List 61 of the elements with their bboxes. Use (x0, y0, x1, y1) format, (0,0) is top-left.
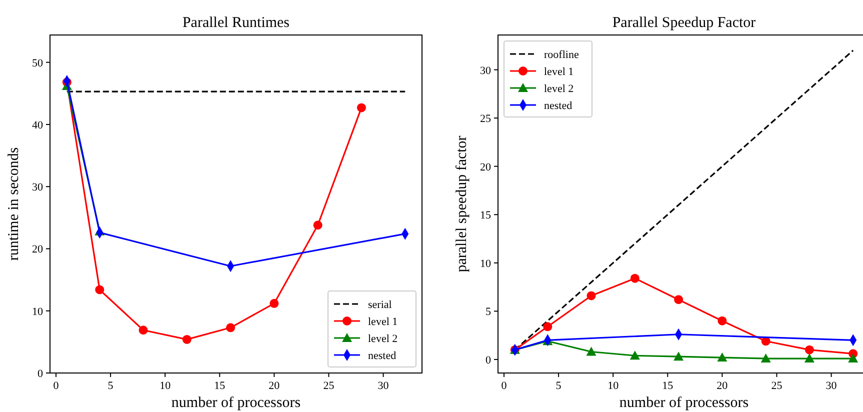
legend-label: nested (368, 350, 397, 362)
x-tick-label: 15 (214, 380, 226, 392)
point (313, 220, 322, 230)
legend-label: level 1 (544, 66, 574, 78)
x-tick-label: 10 (608, 380, 620, 392)
y-tick-label: 30 (32, 182, 44, 194)
y-tick-label: 20 (480, 161, 492, 174)
point (760, 354, 771, 363)
x-tick-label: 30 (826, 380, 838, 392)
x-tick-label: 30 (378, 380, 390, 392)
point (630, 274, 640, 283)
x-axis-title: number of processors (171, 395, 301, 411)
y-tick-label: 5 (486, 306, 492, 318)
x-tick-label: 25 (323, 380, 335, 392)
point (804, 354, 814, 363)
y-tick-label: 20 (32, 244, 44, 256)
point (804, 345, 814, 354)
x-tick-label: 5 (556, 380, 562, 392)
x-tick-label: 20 (716, 380, 728, 392)
x-tick-label: 25 (771, 380, 783, 392)
point (586, 291, 596, 300)
point (718, 316, 727, 326)
legend-label: serial (368, 299, 392, 311)
point (674, 352, 684, 361)
chart-title: Parallel Speedup Factor (612, 15, 756, 31)
point (630, 350, 640, 360)
legend-label: level 1 (368, 316, 398, 328)
point (270, 298, 279, 308)
y-tick-label: 50 (32, 57, 44, 70)
point (717, 352, 728, 362)
y-tick-label: 15 (480, 210, 492, 222)
y-tick-label: 0 (38, 368, 44, 380)
point (138, 326, 148, 335)
legend-label: level 2 (368, 333, 398, 345)
legend-label: level 2 (544, 83, 574, 95)
x-tick-label: 10 (160, 380, 172, 392)
y-tick-label: 30 (480, 64, 492, 77)
x-tick-label: 5 (108, 380, 114, 392)
y-tick-label: 10 (480, 258, 492, 270)
y-tick-label: 10 (32, 306, 44, 318)
point (674, 295, 684, 304)
point (543, 322, 552, 332)
x-tick-label: 20 (268, 380, 280, 392)
y-tick-label: 25 (480, 113, 492, 126)
legend-label: nested (544, 100, 573, 112)
point (182, 334, 192, 344)
y-tick-label: 40 (32, 119, 44, 132)
chart-title: Parallel Runtimes (182, 15, 290, 31)
x-tick-label: 0 (53, 380, 60, 392)
y-axis-title: runtime in seconds (6, 147, 22, 261)
point (848, 354, 858, 363)
x-tick-label: 15 (662, 380, 674, 392)
y-axis-title: parallel speedup factor (454, 136, 470, 272)
point (586, 346, 596, 356)
x-tick-label: 0 (501, 380, 508, 392)
point (226, 323, 236, 332)
y-tick-label: 0 (486, 354, 492, 366)
point (95, 285, 104, 294)
point (356, 103, 366, 112)
legend-label: roofline (544, 49, 579, 61)
x-axis-title: number of processors (619, 395, 749, 411)
